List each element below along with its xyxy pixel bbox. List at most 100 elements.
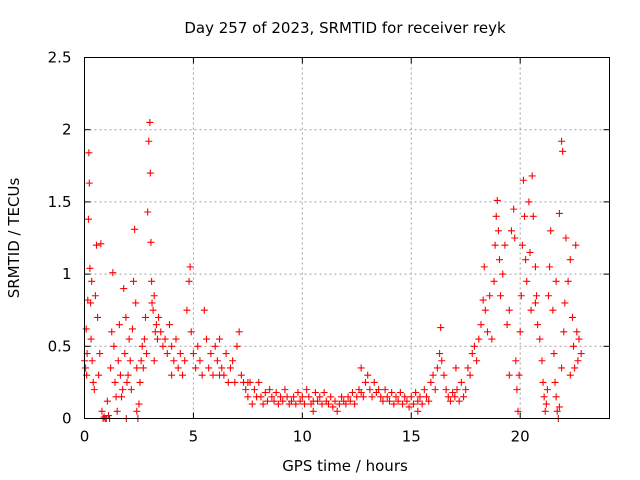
data-point — [327, 393, 335, 401]
data-point — [143, 350, 151, 358]
data-point — [145, 137, 153, 145]
y-tick-label: 1.5 — [48, 193, 72, 211]
data-point — [186, 263, 194, 271]
data-point — [119, 386, 127, 394]
data-point — [460, 393, 468, 401]
data-point — [150, 357, 158, 365]
axis-ticks — [84, 57, 610, 419]
data-point — [290, 393, 298, 401]
data-point — [104, 412, 112, 420]
data-point — [444, 393, 452, 401]
data-point — [550, 350, 558, 358]
data-point — [107, 364, 115, 372]
data-point — [529, 212, 537, 220]
data-point — [571, 364, 579, 372]
data-point — [353, 393, 361, 401]
y-tick-label: 0.5 — [48, 337, 72, 355]
data-point — [141, 313, 149, 321]
data-point — [136, 378, 144, 386]
data-point — [522, 256, 530, 264]
data-point — [379, 397, 387, 405]
data-point — [517, 292, 525, 300]
data-point — [381, 386, 389, 394]
data-point — [497, 292, 505, 300]
data-point — [146, 118, 154, 126]
data-point — [394, 397, 402, 405]
data-point — [259, 400, 267, 408]
data-point — [370, 378, 378, 386]
data-point — [385, 397, 393, 405]
data-point — [124, 371, 132, 379]
data-point — [90, 386, 98, 394]
data-point — [250, 386, 258, 394]
data-point — [538, 357, 546, 365]
y-tick-label: 2 — [62, 121, 72, 139]
data-point — [120, 285, 128, 293]
data-point — [451, 393, 459, 401]
data-point — [364, 371, 372, 379]
data-point — [342, 400, 350, 408]
data-point — [518, 241, 526, 249]
data-point — [525, 198, 533, 206]
data-point — [97, 240, 105, 248]
data-point — [366, 386, 374, 394]
data-point — [133, 364, 141, 372]
data-point — [88, 357, 96, 365]
data-point — [464, 364, 472, 372]
data-point — [533, 292, 541, 300]
data-point — [552, 277, 560, 285]
data-point — [559, 147, 567, 155]
data-point — [572, 241, 580, 249]
data-point — [546, 263, 554, 271]
x-axis-label: GPS time / hours — [282, 457, 408, 475]
data-point — [431, 386, 439, 394]
data-point — [534, 321, 542, 329]
data-point — [174, 364, 182, 372]
data-point — [570, 342, 578, 350]
data-point — [292, 400, 300, 408]
data-point — [161, 335, 169, 343]
data-point — [531, 299, 539, 307]
data-point — [266, 386, 274, 394]
data-point — [139, 364, 147, 372]
data-point — [437, 324, 445, 332]
x-tick-label: 10 — [293, 428, 312, 446]
data-point — [346, 397, 354, 405]
data-point — [268, 393, 276, 401]
data-point — [255, 378, 263, 386]
data-point — [568, 313, 576, 321]
data-point — [555, 209, 563, 217]
data-point — [499, 270, 507, 278]
data-point — [492, 212, 500, 220]
x-tick-label: 20 — [511, 428, 530, 446]
data-point — [348, 389, 356, 397]
data-point — [294, 389, 302, 397]
data-point — [298, 393, 306, 401]
data-point — [491, 241, 499, 249]
data-point — [159, 342, 167, 350]
data-point — [218, 364, 226, 372]
data-point — [279, 397, 287, 405]
data-point — [263, 397, 271, 405]
data-point — [283, 393, 291, 401]
data-point — [244, 393, 252, 401]
data-point — [84, 215, 92, 223]
data-point — [318, 400, 326, 408]
data-point — [427, 378, 435, 386]
data-point — [309, 407, 317, 415]
data-point — [89, 378, 97, 386]
data-point — [390, 400, 398, 408]
data-point — [433, 364, 441, 372]
data-point — [507, 227, 515, 235]
data-point — [108, 328, 116, 336]
data-point — [165, 321, 173, 329]
data-point — [407, 393, 415, 401]
data-point — [494, 227, 502, 235]
data-point — [543, 386, 551, 394]
data-point — [545, 292, 553, 300]
data-point — [130, 277, 138, 285]
plot-border — [84, 57, 610, 419]
y-tick-labels: 0 0.5 1 1.5 2 2.5 — [48, 49, 72, 428]
data-point — [303, 386, 311, 394]
data-point — [392, 393, 400, 401]
